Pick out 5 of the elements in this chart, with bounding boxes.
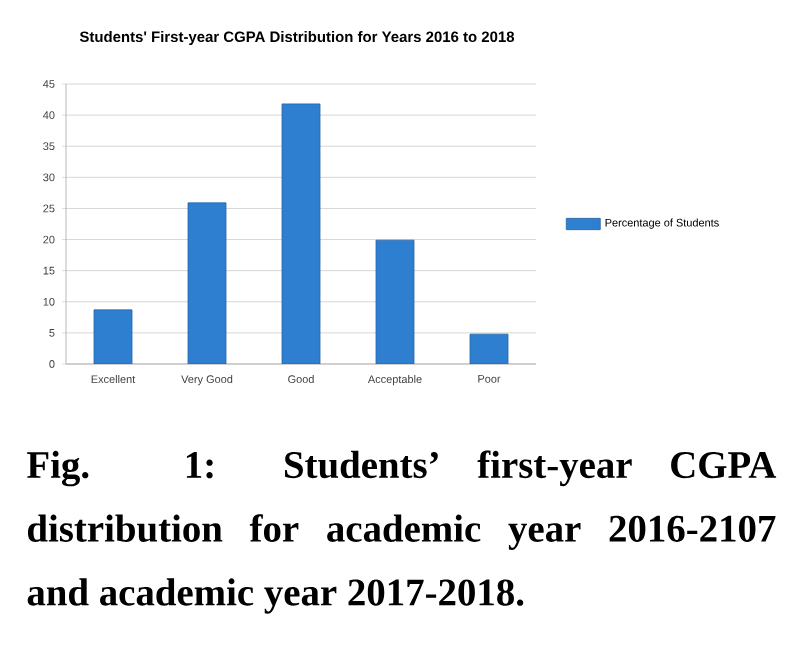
bar [375, 239, 415, 364]
bar [93, 309, 133, 364]
bar [281, 103, 321, 364]
caption: Fig. 1: Students’ first-year CGPA distribution for academic year 2016-2107 and academic year 2017-2018. [27, 450, 777, 614]
bar [187, 202, 227, 364]
